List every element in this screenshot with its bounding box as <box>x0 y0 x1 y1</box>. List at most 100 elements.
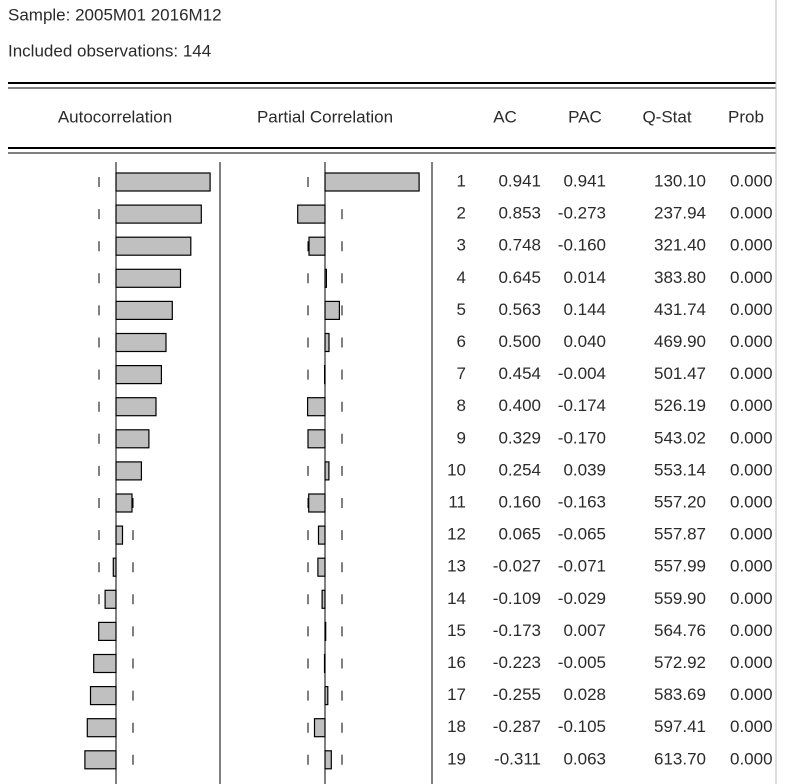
cell: -0.027 <box>493 557 541 576</box>
cell: 10 <box>447 460 466 479</box>
cell: 0.014 <box>563 268 606 287</box>
cell: 0.329 <box>498 428 541 447</box>
correlation-bar <box>115 204 202 224</box>
cell: -0.170 <box>558 428 606 447</box>
cell: 0.065 <box>498 525 541 544</box>
correlation-bar <box>84 750 117 770</box>
correlation-bar <box>89 685 117 706</box>
cell: 557.87 <box>654 525 706 544</box>
cell: 0.000 <box>730 460 773 479</box>
cell: 559.90 <box>654 589 706 608</box>
cell: 0.941 <box>563 171 606 190</box>
cell: 0.000 <box>730 653 773 672</box>
cell: 0.000 <box>730 589 773 608</box>
cell: 1 <box>457 171 466 190</box>
correlation-bar <box>307 397 326 417</box>
cell: 0.000 <box>730 268 773 287</box>
cell: -0.255 <box>493 685 541 704</box>
cell: 5 <box>457 300 466 319</box>
correlation-bar <box>115 365 163 385</box>
cell: 469.90 <box>654 332 706 351</box>
correlation-bar <box>324 750 332 770</box>
cell: 0.000 <box>730 717 773 736</box>
cell: 0.400 <box>498 396 541 415</box>
cell: 0.007 <box>563 621 606 640</box>
cell: 0.063 <box>563 749 606 768</box>
cell: 7 <box>457 364 466 383</box>
column-header: PAC <box>568 107 602 126</box>
correlation-bar <box>115 493 133 513</box>
cell: 0.040 <box>563 332 606 351</box>
cell: 564.76 <box>654 621 706 640</box>
cell: 0.000 <box>730 557 773 576</box>
cell: 237.94 <box>654 204 706 223</box>
cell: 130.10 <box>654 171 706 190</box>
correlation-bar <box>308 493 326 513</box>
cell: 0.000 <box>730 332 773 351</box>
cell: -0.160 <box>558 236 606 255</box>
observations-text: Included observations: 144 <box>8 41 211 60</box>
cell: 431.74 <box>654 300 706 319</box>
column-header: Q-Stat <box>642 107 691 126</box>
correlation-bar <box>115 397 157 417</box>
cell: 572.92 <box>654 653 706 672</box>
sample-text: Sample: 2005M01 2016M12 <box>8 5 222 24</box>
cell: -0.311 <box>494 749 541 768</box>
cell: 553.14 <box>654 460 706 479</box>
cell: 0.000 <box>730 204 773 223</box>
correlation-bar <box>324 300 340 320</box>
cell: 11 <box>448 492 466 511</box>
cell: -0.065 <box>558 525 606 544</box>
cell: 12 <box>447 525 466 544</box>
cell: 14 <box>447 589 466 608</box>
correlation-bar <box>317 557 326 577</box>
cell: 9 <box>457 428 466 447</box>
cell: 3 <box>457 236 466 255</box>
correlation-bar <box>308 236 326 256</box>
cell: 17 <box>447 685 466 704</box>
cell: 501.47 <box>654 364 706 383</box>
cell: 16 <box>447 653 466 672</box>
correlation-bar <box>115 268 182 288</box>
correlation-bar <box>297 204 326 224</box>
cell: 0.160 <box>498 492 541 511</box>
correlation-bar <box>115 236 192 256</box>
cell: 6 <box>457 332 466 351</box>
cell: 0.028 <box>563 685 606 704</box>
cell: 4 <box>457 268 466 287</box>
correlation-bar <box>324 621 327 642</box>
cell: 0.000 <box>730 236 773 255</box>
correlation-bar <box>323 653 326 674</box>
cell: -0.005 <box>558 653 606 672</box>
cell: 0.000 <box>730 621 773 640</box>
cell: 557.99 <box>654 557 706 576</box>
correlation-bar <box>324 332 330 353</box>
cell: 0.853 <box>498 204 541 223</box>
cell: 0.000 <box>730 396 773 415</box>
cell: -0.004 <box>558 364 606 383</box>
cell: 321.40 <box>654 236 706 255</box>
cell: 15 <box>447 621 466 640</box>
cell: 543.02 <box>654 428 706 447</box>
correlation-bar <box>313 718 326 738</box>
cell: 557.20 <box>654 492 706 511</box>
cell: 0.645 <box>498 268 541 287</box>
correlation-bar <box>112 557 117 577</box>
cell: -0.174 <box>558 396 606 415</box>
cell: 8 <box>457 396 466 415</box>
cell: -0.105 <box>558 717 606 736</box>
cell: 0.000 <box>730 428 773 447</box>
cell: 0.000 <box>730 364 773 383</box>
cell: 0.000 <box>730 300 773 319</box>
correlation-bar <box>86 718 117 738</box>
correlation-bar <box>324 268 327 288</box>
correlation-bar <box>321 589 326 609</box>
cell: 526.19 <box>654 396 706 415</box>
cell: 0.941 <box>498 171 541 190</box>
column-header: Prob <box>728 107 764 126</box>
correlation-bar <box>115 525 124 545</box>
correlation-bar <box>93 653 117 674</box>
correlation-bar <box>115 332 167 353</box>
